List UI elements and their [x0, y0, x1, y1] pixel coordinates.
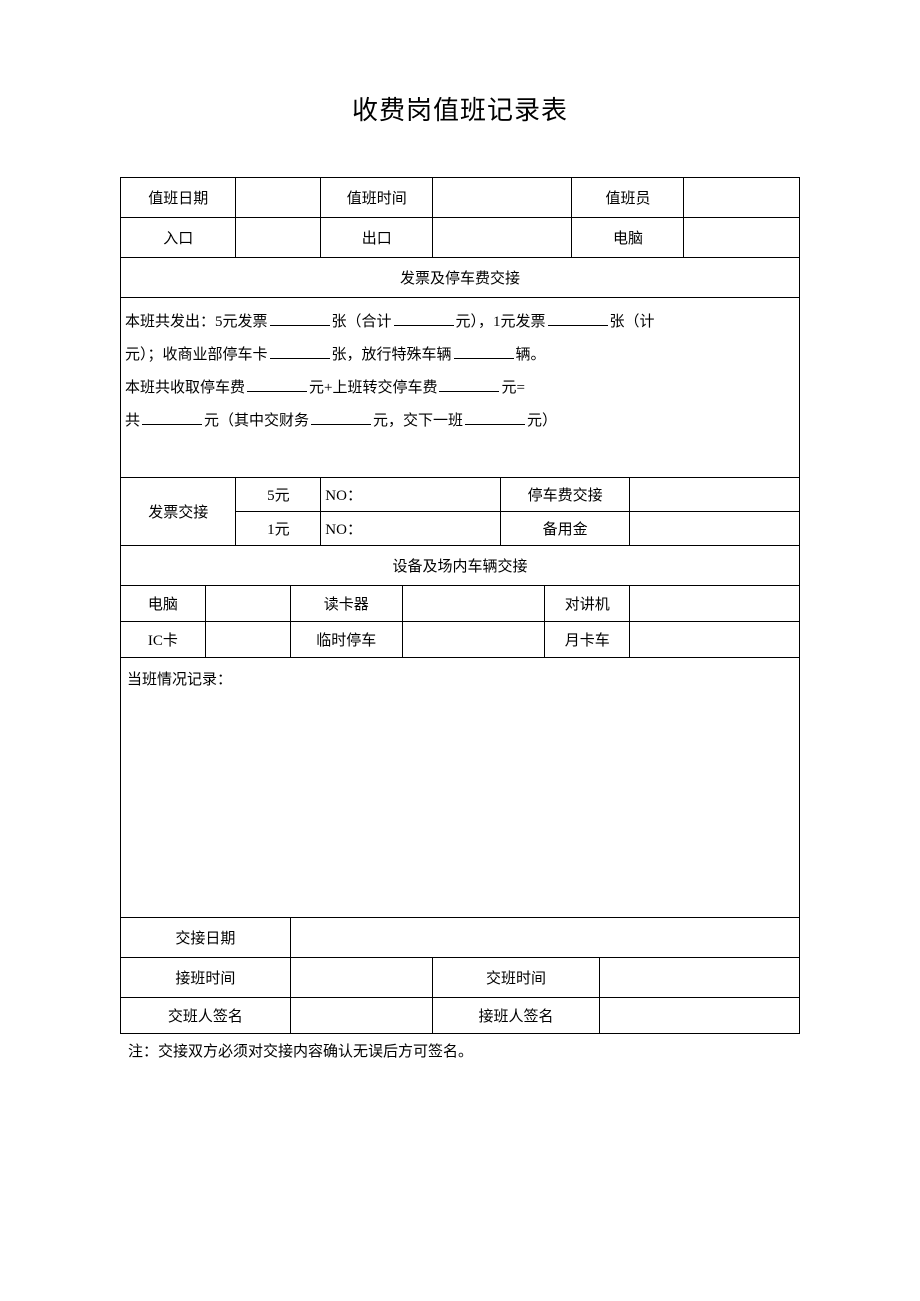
entry-label: 入口 — [121, 218, 236, 258]
table-row: 本班共发出：5元发票 张（合计 元），1元发票 张（计 元）；收商业部停车卡 张，放行特… — [121, 298, 800, 478]
fill-text: 元+上班转交停车费 — [309, 380, 437, 396]
table-row: IC卡 临时停车 月卡车 — [121, 622, 800, 658]
reserve-fund-value[interactable] — [630, 512, 800, 546]
computer-value[interactable] — [684, 218, 800, 258]
shift-time-label: 交班时间 — [433, 958, 599, 998]
fill-text: 张，放行特殊车辆 — [332, 347, 452, 363]
table-row: 电脑 读卡器 对讲机 — [121, 586, 800, 622]
form-title: 收费岗值班记录表 — [120, 90, 800, 127]
five-yuan-label: 5元 — [236, 478, 321, 512]
fill-text: 元= — [501, 380, 524, 396]
takeover-time-label: 接班时间 — [121, 958, 291, 998]
table-row: 接班时间 交班时间 — [121, 958, 800, 998]
fill-text: 共 — [125, 413, 140, 429]
record-table: 值班日期 值班时间 值班员 入口 出口 电脑 发票及停车费交接 本班共发出：5元… — [120, 177, 800, 1034]
handover-date-label: 交接日期 — [121, 918, 291, 958]
equip-radio-label: 对讲机 — [545, 586, 630, 622]
notes-label: 当班情况记录： — [127, 672, 232, 688]
fill-text: 元（其中交财务 — [204, 413, 309, 429]
table-row: 交班人签名 接班人签名 — [121, 998, 800, 1034]
fill-text: 元），1元发票 — [456, 314, 546, 330]
ic-card-value[interactable] — [205, 622, 290, 658]
blank-field[interactable] — [142, 410, 202, 425]
section-equipment-header: 设备及场内车辆交接 — [121, 546, 800, 586]
handover-sign-label: 交班人签名 — [121, 998, 291, 1034]
shift-time-value[interactable] — [599, 958, 799, 998]
blank-field[interactable] — [270, 344, 330, 359]
fill-text: 元，交下一班 — [373, 413, 463, 429]
temp-park-value[interactable] — [402, 622, 545, 658]
blank-field[interactable] — [247, 377, 307, 392]
fill-text: 张（计 — [610, 314, 655, 330]
equip-radio-value[interactable] — [630, 586, 800, 622]
takeover-sign-label: 接班人签名 — [433, 998, 599, 1034]
handover-date-value[interactable] — [290, 918, 799, 958]
one-yuan-label: 1元 — [236, 512, 321, 546]
blank-field[interactable] — [465, 410, 525, 425]
five-yuan-no[interactable]: NO： — [321, 478, 501, 512]
duty-person-value[interactable] — [684, 178, 800, 218]
fill-text: 本班共收取停车费 — [125, 380, 245, 396]
blank-field[interactable] — [548, 311, 608, 326]
duty-person-label: 值班员 — [572, 178, 684, 218]
handover-sign-value[interactable] — [290, 998, 433, 1034]
blank-field[interactable] — [439, 377, 499, 392]
temp-park-label: 临时停车 — [290, 622, 402, 658]
one-yuan-no[interactable]: NO： — [321, 512, 501, 546]
exit-value[interactable] — [433, 218, 572, 258]
computer-label: 电脑 — [572, 218, 684, 258]
duty-notes[interactable]: 当班情况记录： — [121, 658, 800, 918]
fill-text: 元）；收商业部停车卡 — [125, 347, 268, 363]
footnote: 注：交接双方必须对交接内容确认无误后方可签名。 — [120, 1040, 800, 1061]
blank-field[interactable] — [394, 311, 454, 326]
exit-label: 出口 — [321, 218, 433, 258]
duty-time-value[interactable] — [433, 178, 572, 218]
fill-text: 本班共发出：5元发票 — [125, 314, 268, 330]
ic-card-label: IC卡 — [121, 622, 206, 658]
equip-computer-value[interactable] — [205, 586, 290, 622]
equip-reader-value[interactable] — [402, 586, 545, 622]
duty-date-value[interactable] — [236, 178, 321, 218]
fill-text: 张（合计 — [332, 314, 392, 330]
page-container: 收费岗值班记录表 值班日期 值班时间 值班员 — [0, 0, 920, 1161]
monthly-car-label: 月卡车 — [545, 622, 630, 658]
parking-fee-handover-label: 停车费交接 — [501, 478, 630, 512]
takeover-time-value[interactable] — [290, 958, 433, 998]
table-row: 设备及场内车辆交接 — [121, 546, 800, 586]
fill-block[interactable]: 本班共发出：5元发票 张（合计 元），1元发票 张（计 元）；收商业部停车卡 张，放行特… — [121, 298, 800, 478]
equip-computer-label: 电脑 — [121, 586, 206, 622]
reserve-fund-label: 备用金 — [501, 512, 630, 546]
blank-field[interactable] — [454, 344, 514, 359]
fill-text: 元） — [527, 413, 557, 429]
fill-text: 辆。 — [516, 347, 546, 363]
table-row: 发票交接 5元 NO： 停车费交接 — [121, 478, 800, 512]
entry-value[interactable] — [236, 218, 321, 258]
table-row: 当班情况记录： — [121, 658, 800, 918]
equip-reader-label: 读卡器 — [290, 586, 402, 622]
takeover-sign-value[interactable] — [599, 998, 799, 1034]
table-row: 入口 出口 电脑 — [121, 218, 800, 258]
table-row: 发票及停车费交接 — [121, 258, 800, 298]
monthly-car-value[interactable] — [630, 622, 800, 658]
blank-field[interactable] — [270, 311, 330, 326]
blank-field[interactable] — [311, 410, 371, 425]
table-row: 交接日期 — [121, 918, 800, 958]
duty-date-label: 值班日期 — [121, 178, 236, 218]
parking-fee-handover-value[interactable] — [630, 478, 800, 512]
invoice-handover-label: 发票交接 — [121, 478, 236, 546]
table-row: 值班日期 值班时间 值班员 — [121, 178, 800, 218]
duty-time-label: 值班时间 — [321, 178, 433, 218]
section-invoice-header: 发票及停车费交接 — [121, 258, 800, 298]
